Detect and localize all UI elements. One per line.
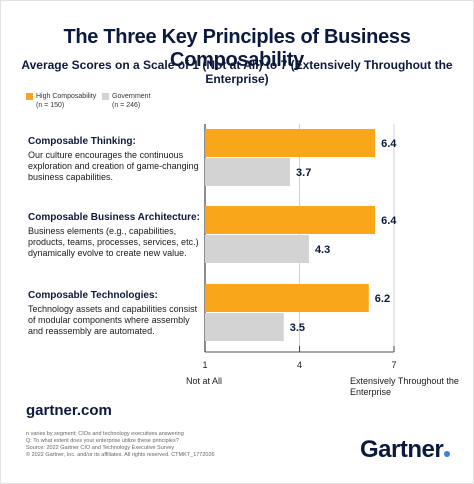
bar-gov-0 bbox=[205, 158, 291, 186]
chart-subtitle: Average Scores on a Scale of 1 (Not at A… bbox=[21, 58, 453, 86]
footnote-1: n varies by segment; CIOs and technology… bbox=[26, 431, 184, 437]
bar-gov-2 bbox=[205, 313, 284, 341]
chart-title: The Three Key Principles of Business Com… bbox=[63, 26, 411, 71]
gartner-logo-text: Gartner bbox=[360, 436, 444, 463]
legend-high-name: High Composability bbox=[36, 93, 97, 100]
legend-high: High Composability (n = 150) bbox=[36, 92, 96, 110]
footnotes: n varies by segment; CIOs and technology… bbox=[26, 431, 246, 459]
value-label-high-2: 6.2 bbox=[375, 293, 390, 305]
bar-high-0 bbox=[205, 129, 376, 157]
bar-high-2 bbox=[205, 284, 369, 312]
value-label-gov-0: 3.7 bbox=[296, 167, 311, 179]
value-label-high-1: 6.4 bbox=[381, 215, 397, 227]
footnote-2: Q: To what extent does your enterprise u… bbox=[26, 438, 179, 444]
gartner-logo: Gartner bbox=[360, 436, 451, 464]
category-title-technologies: Composable Technologies: bbox=[28, 290, 158, 301]
tick-label-7: 7 bbox=[391, 360, 396, 370]
value-label-gov-2: 3.5 bbox=[290, 322, 305, 334]
value-label-high-0: 6.4 bbox=[381, 138, 397, 150]
site-url: gartner.com bbox=[26, 402, 112, 419]
tick-label-4: 4 bbox=[297, 360, 302, 370]
value-label-gov-1: 4.3 bbox=[315, 244, 330, 256]
footnote-3: Source: 2022 Gartner CIO and Technology … bbox=[26, 445, 175, 451]
category-desc-thinking: Our culture encourages the continuous ex… bbox=[28, 150, 199, 182]
bar-gov-1 bbox=[205, 235, 309, 263]
tick-label-1: 1 bbox=[202, 360, 207, 370]
category-desc-architecture: Business elements (e.g., capabilities, p… bbox=[28, 226, 199, 258]
legend-swatch-high bbox=[26, 93, 33, 100]
legend-swatch-gov bbox=[102, 93, 109, 100]
bar-high-1 bbox=[205, 206, 376, 234]
logo-dot-icon bbox=[444, 451, 451, 457]
legend-gov-n: (n = 246) bbox=[112, 102, 141, 109]
legend-gov: Government (n = 246) bbox=[112, 92, 151, 110]
footnote-4: © 2022 Gartner, Inc. and/or its affiliat… bbox=[26, 452, 215, 458]
category-title-thinking: Composable Thinking: bbox=[28, 136, 136, 147]
category-desc-technologies: Technology assets and capabilities consi… bbox=[28, 304, 198, 336]
category-title-architecture: Composable Business Architecture: bbox=[28, 212, 200, 223]
axis-left-label: Not at All bbox=[186, 376, 223, 386]
legend-gov-name: Government bbox=[112, 93, 151, 100]
axis-right-label: Extensively Throughout the Enterprise bbox=[350, 376, 459, 397]
legend-high-n: (n = 150) bbox=[36, 102, 65, 109]
